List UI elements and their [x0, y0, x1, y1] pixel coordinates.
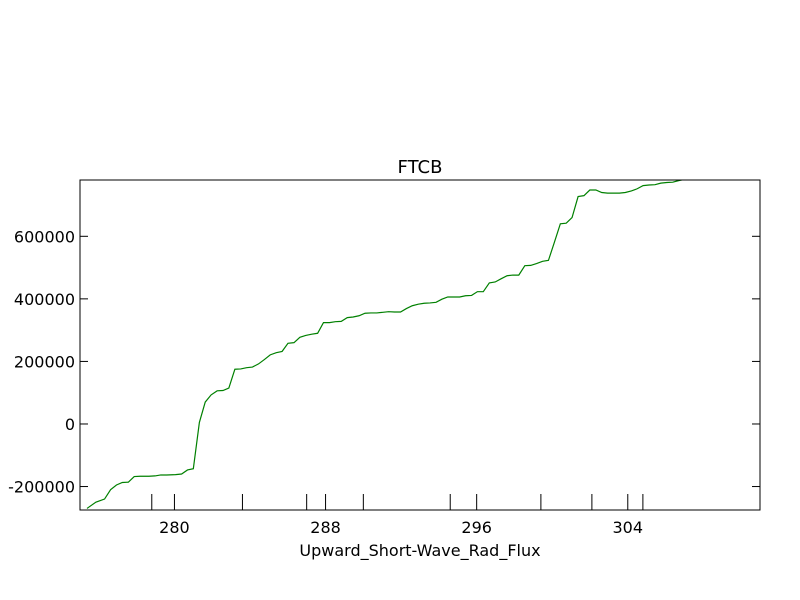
- plot-frame: [79, 179, 761, 511]
- x-tick-label: 296: [461, 518, 492, 537]
- chart-title: FTCB: [398, 157, 443, 178]
- x-axis-label: Upward_Short-Wave_Rad_Flux: [299, 541, 540, 561]
- x-tick-label: 280: [159, 518, 190, 537]
- y-tick-label: 400000: [14, 290, 75, 309]
- x-tick-label: 288: [310, 518, 341, 537]
- y-tick-label: 200000: [14, 352, 75, 371]
- x-tick-label: 304: [613, 518, 644, 537]
- y-tick-label: 600000: [14, 227, 75, 246]
- y-axis: -200000 0 200000 400000 600000: [8, 227, 760, 497]
- x-axis: 280 288 296 304: [151, 494, 644, 537]
- series-line-0: [86, 180, 685, 509]
- series-layer: [86, 180, 685, 509]
- y-tick-label: 0: [65, 415, 75, 434]
- y-tick-label: -200000: [8, 478, 75, 497]
